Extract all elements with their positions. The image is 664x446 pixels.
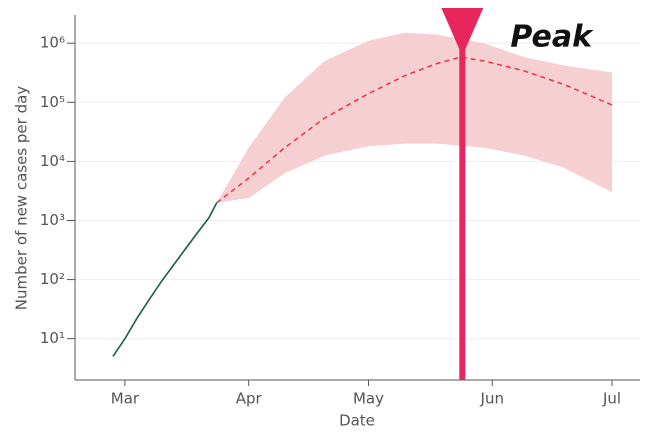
y-tick-label: 10²: [40, 270, 65, 288]
peak-marker: [441, 8, 484, 56]
x-tick-label: Jun: [480, 390, 504, 408]
y-tick-label: 10³: [40, 211, 65, 229]
x-tick-label: Apr: [236, 390, 263, 408]
y-tick-label: 10⁴: [40, 152, 65, 170]
peak-label: Peak: [510, 20, 594, 55]
y-tick-label: 10¹: [40, 329, 65, 347]
series-line: [216, 56, 613, 204]
x-tick-label: May: [353, 390, 384, 408]
y-axis-label: Number of new cases per day: [13, 86, 31, 310]
x-axis-label: Date: [339, 412, 375, 430]
x-tick-label: Jul: [602, 390, 621, 408]
x-tick-label: Mar: [111, 390, 140, 408]
y-tick-label: 10⁵: [40, 93, 65, 111]
confidence-band: [216, 32, 613, 203]
y-tick-label: 10⁶: [40, 34, 65, 52]
series-line: [112, 202, 218, 357]
